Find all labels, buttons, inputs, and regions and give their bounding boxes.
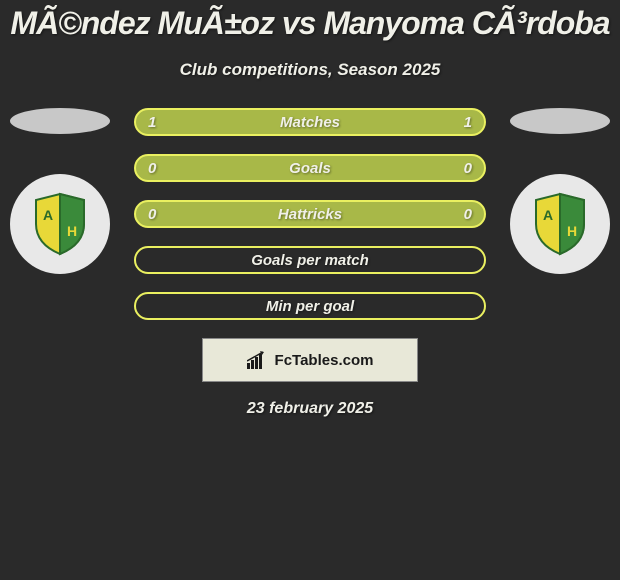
stat-left-matches: 1 xyxy=(148,114,156,131)
shield-icon: A H xyxy=(532,192,588,256)
badge-letter-a: A xyxy=(43,207,53,223)
stat-label-gpm: Goals per match xyxy=(251,252,369,269)
stat-label-goals: Goals xyxy=(289,160,331,177)
stat-right-hattricks: 0 xyxy=(464,206,472,223)
badge-letter-a: A xyxy=(543,207,553,223)
club-badge-left: A H xyxy=(10,174,110,274)
badge-letter-h: H xyxy=(567,223,577,239)
stat-row-mpg: Min per goal xyxy=(134,292,486,320)
stat-row-hattricks: 0 Hattricks 0 xyxy=(134,200,486,228)
stat-right-goals: 0 xyxy=(464,160,472,177)
stat-row-gpm: Goals per match xyxy=(134,246,486,274)
stats-column: 1 Matches 1 0 Goals 0 0 Hattricks 0 Goal… xyxy=(110,108,510,320)
club-badge-right: A H xyxy=(510,174,610,274)
right-player-col: A H xyxy=(510,108,610,274)
subtitle: Club competitions, Season 2025 xyxy=(0,60,620,80)
stat-label-matches: Matches xyxy=(280,114,340,131)
date-text: 23 february 2025 xyxy=(0,400,620,418)
stat-right-matches: 1 xyxy=(464,114,472,131)
player-photo-right-placeholder xyxy=(510,108,610,134)
page-title: MÃ©ndez MuÃ±oz vs Manyoma CÃ³rdoba xyxy=(0,5,620,42)
stat-label-mpg: Min per goal xyxy=(266,298,354,315)
stat-row-goals: 0 Goals 0 xyxy=(134,154,486,182)
source-badge: FcTables.com xyxy=(202,338,418,382)
left-player-col: A H xyxy=(10,108,110,274)
stat-label-hattricks: Hattricks xyxy=(278,206,342,223)
bar-chart-icon xyxy=(247,351,269,369)
badge-letter-h: H xyxy=(67,223,77,239)
stat-row-matches: 1 Matches 1 xyxy=(134,108,486,136)
stat-left-hattricks: 0 xyxy=(148,206,156,223)
player-photo-left-placeholder xyxy=(10,108,110,134)
shield-icon: A H xyxy=(32,192,88,256)
source-text: FcTables.com xyxy=(275,352,374,369)
stat-left-goals: 0 xyxy=(148,160,156,177)
comparison-area: A H 1 Matches 1 0 Goals 0 0 Hattricks 0 xyxy=(0,108,620,320)
